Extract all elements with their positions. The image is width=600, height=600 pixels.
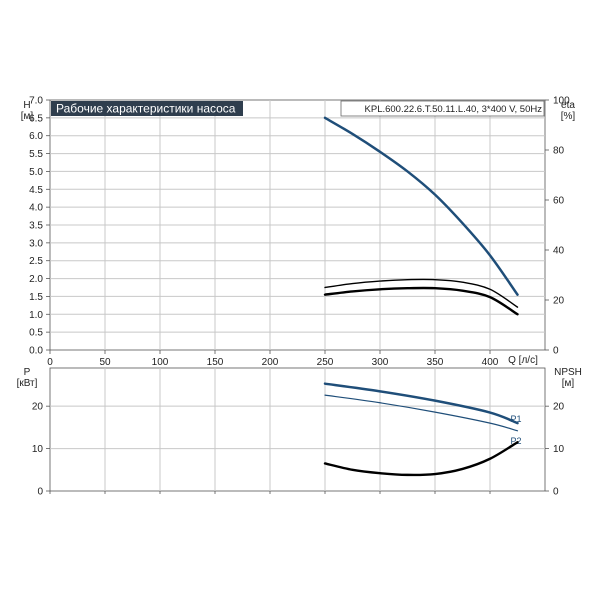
y-tick-label: 3.0 bbox=[29, 238, 43, 249]
y2-tick-label: 60 bbox=[553, 196, 565, 207]
y-tick-label: 3.5 bbox=[29, 221, 43, 232]
y-tick-label: 10 bbox=[32, 444, 44, 455]
y-tick-label: 5.5 bbox=[29, 149, 43, 160]
plot-frame bbox=[49, 367, 546, 492]
y2-tick-label: 80 bbox=[553, 146, 565, 157]
title-banner bbox=[51, 101, 243, 116]
y-tick-label: 2.0 bbox=[29, 274, 43, 285]
y-tick-label: 6.0 bbox=[29, 131, 43, 142]
y-tick-label: 0 bbox=[37, 487, 43, 498]
x-tick-label: 400 bbox=[482, 357, 499, 368]
y-tick-label: 6.5 bbox=[29, 113, 43, 124]
y2-tick-label: 0 bbox=[553, 487, 559, 498]
series-line-2 bbox=[324, 278, 519, 308]
series-line-3 bbox=[323, 441, 519, 477]
model-label-box bbox=[340, 100, 545, 117]
series-line-1 bbox=[323, 116, 519, 296]
y-tick-label: 5.0 bbox=[29, 167, 43, 178]
series-line-1 bbox=[323, 382, 519, 425]
x-tick-label: 300 bbox=[372, 357, 389, 368]
x-tick-label: 100 bbox=[152, 357, 169, 368]
y-axis-label-h: H [м] bbox=[21, 100, 34, 122]
y-tick-label: 2.5 bbox=[29, 256, 43, 267]
x-tick-label: 200 bbox=[262, 357, 279, 368]
x-tick-label: 0 bbox=[47, 357, 53, 368]
y-tick-label: 4.5 bbox=[29, 185, 43, 196]
y2-tick-label: 20 bbox=[553, 402, 565, 413]
chart-title: Рабочие характеристики насоса bbox=[56, 102, 236, 116]
y-tick-label: 0.0 bbox=[29, 346, 43, 357]
y-tick-label: 20 bbox=[32, 402, 44, 413]
y2-tick-label: 0 bbox=[553, 346, 559, 357]
y2-tick-label: 10 bbox=[553, 444, 565, 455]
x-tick-label: 350 bbox=[427, 357, 444, 368]
series-label-p1: P1 bbox=[511, 414, 522, 424]
series-label-p2: P2 bbox=[511, 436, 522, 446]
y2-axis-label-npsh: NPSH [м] bbox=[554, 367, 582, 389]
y2-axis-label-eta: eta [%] bbox=[561, 100, 576, 122]
x-tick-label: 150 bbox=[207, 357, 224, 368]
y2-tick-label: 100 bbox=[553, 96, 570, 107]
x-tick-label: 250 bbox=[317, 357, 334, 368]
y-tick-label: 0.5 bbox=[29, 328, 43, 339]
y-tick-label: 1.5 bbox=[29, 292, 43, 303]
y-tick-label: 1.0 bbox=[29, 310, 43, 321]
y2-tick-label: 40 bbox=[553, 246, 565, 257]
y2-tick-label: 20 bbox=[553, 296, 565, 307]
top-panel: 0.0 0.5 1.0 1.5 2.0 2.5 3.0 3.5 4.0 4.5 5.0 5.5 6.0 6… bbox=[29, 96, 570, 369]
bottom-panel: 0 10 20 0 10 20 P1 P2 bbox=[32, 367, 565, 498]
model-label: KPL.600.22.6.T.50.11.L.40, 3*400 V, 50Hz bbox=[365, 104, 543, 115]
y-tick-label: 4.0 bbox=[29, 203, 43, 214]
series-line-2 bbox=[324, 394, 519, 432]
y-tick-label: 7.0 bbox=[29, 96, 43, 107]
series-line-3 bbox=[323, 286, 519, 316]
x-axis-label-q: Q [л/с] bbox=[508, 355, 538, 366]
x-tick-label: 50 bbox=[99, 357, 111, 368]
y-axis-label-p: P [кВт] bbox=[17, 367, 38, 389]
